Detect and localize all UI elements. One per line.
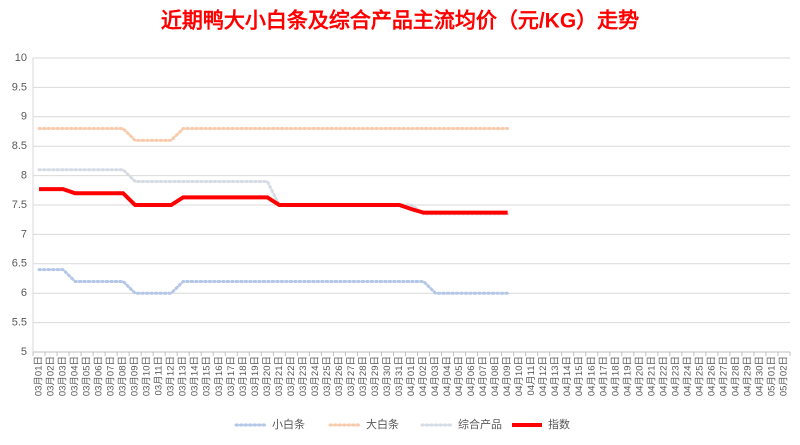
x-tick-label: 03月22日	[286, 356, 297, 396]
x-tick-label: 03月13日	[178, 356, 189, 396]
x-tick-label: 03月18日	[238, 356, 249, 396]
y-tick-label: 8.5	[12, 140, 27, 152]
x-tick-label: 04月09日	[502, 356, 513, 396]
legend-label: 指数	[548, 417, 570, 431]
x-tick-label: 04月23日	[670, 356, 681, 396]
x-tick-label: 04月05日	[454, 356, 465, 396]
x-tick-label: 03月24日	[310, 356, 321, 396]
y-tick-label: 5.5	[12, 317, 27, 329]
chart-title: 近期鸭大小白条及综合产品主流均价（元/KG）走势	[161, 9, 639, 33]
legend-label: 小白条	[272, 417, 305, 431]
x-tick-label: 03月20日	[262, 356, 273, 396]
y-tick-label: 7	[21, 228, 27, 240]
x-tick-label: 03月03日	[58, 356, 69, 396]
x-tick-label: 03月02日	[46, 356, 57, 396]
x-tick-label: 03月31日	[394, 356, 405, 396]
x-tick-label: 04月27日	[718, 356, 729, 396]
x-tick-label: 04月03日	[430, 356, 441, 396]
series-line	[37, 268, 510, 295]
x-tick-label: 04月25日	[694, 356, 705, 396]
x-tick-label: 04月28日	[730, 356, 741, 396]
x-tick-label: 03月26日	[334, 356, 345, 396]
x-tick-label: 04月12日	[538, 356, 549, 396]
x-tick-label: 03月30日	[382, 356, 393, 396]
x-tick-label: 04月02日	[418, 356, 429, 396]
x-tick-label: 03月05日	[82, 356, 93, 396]
x-tick-label: 04月18日	[610, 356, 621, 396]
x-tick-label: 04月11日	[526, 356, 537, 395]
x-tick-label: 03月09日	[130, 356, 141, 396]
x-tick-label: 05月02日	[779, 356, 790, 396]
x-tick-label: 04月07日	[478, 356, 489, 396]
x-tick-label: 04月20日	[634, 356, 645, 396]
x-tick-label: 04月19日	[622, 356, 633, 396]
x-tick-label: 04月14日	[562, 356, 573, 396]
x-tick-label: 03月29日	[370, 356, 381, 396]
x-tick-label: 05月01日	[766, 356, 777, 396]
x-tick-label: 03月12日	[166, 356, 177, 396]
y-tick-label: 10	[15, 52, 27, 64]
x-tick-label: 04月24日	[682, 356, 693, 396]
x-tick-label: 03月11日	[154, 356, 165, 395]
legend-label: 综合产品	[458, 417, 502, 431]
series-line	[37, 127, 510, 142]
y-tick-label: 9.5	[12, 81, 27, 93]
x-tick-label: 03月01日	[34, 356, 45, 396]
y-tick-label: 6.5	[12, 258, 27, 270]
x-tick-label: 03月14日	[190, 356, 201, 396]
x-tick-label: 04月21日	[646, 356, 657, 396]
x-tick-label: 03月15日	[202, 356, 213, 396]
x-tick-label: 04月01日	[406, 356, 417, 396]
x-tick-label: 04月06日	[466, 356, 477, 396]
x-tick-label: 03月23日	[298, 356, 309, 396]
x-tick-label: 04月10日	[514, 356, 525, 396]
legend-label: 大白条	[366, 417, 399, 431]
x-tick-label: 03月08日	[118, 356, 129, 396]
x-tick-label: 04月22日	[658, 356, 669, 396]
x-tick-label: 04月15日	[574, 356, 585, 396]
y-tick-label: 8	[21, 170, 27, 182]
x-tick-label: 03月27日	[346, 356, 357, 396]
x-tick-label: 03月25日	[322, 356, 333, 396]
x-tick-label: 03月07日	[106, 356, 117, 396]
x-tick-label: 04月13日	[550, 356, 561, 396]
y-tick-label: 7.5	[12, 199, 27, 211]
x-tick-label: 03月06日	[94, 356, 105, 396]
x-tick-label: 03月28日	[358, 356, 369, 396]
x-tick-label: 03月04日	[70, 356, 81, 396]
x-tick-label: 03月21日	[274, 356, 285, 396]
x-tick-label: 03月17日	[226, 356, 237, 396]
x-tick-label: 03月19日	[250, 356, 261, 396]
x-tick-label: 04月17日	[598, 356, 609, 396]
x-tick-label: 04月04日	[442, 356, 453, 396]
x-tick-label: 04月08日	[490, 356, 501, 396]
x-tick-label: 04月29日	[742, 356, 753, 396]
x-tick-label: 04月26日	[706, 356, 717, 396]
x-tick-label: 04月30日	[754, 356, 765, 396]
y-tick-label: 9	[21, 111, 27, 123]
y-tick-label: 6	[21, 287, 27, 299]
y-tick-label: 5	[21, 346, 27, 358]
x-tick-label: 04月16日	[586, 356, 597, 396]
series-line	[39, 187, 508, 215]
x-tick-label: 03月16日	[214, 356, 225, 396]
x-tick-label: 03月10日	[142, 356, 153, 396]
